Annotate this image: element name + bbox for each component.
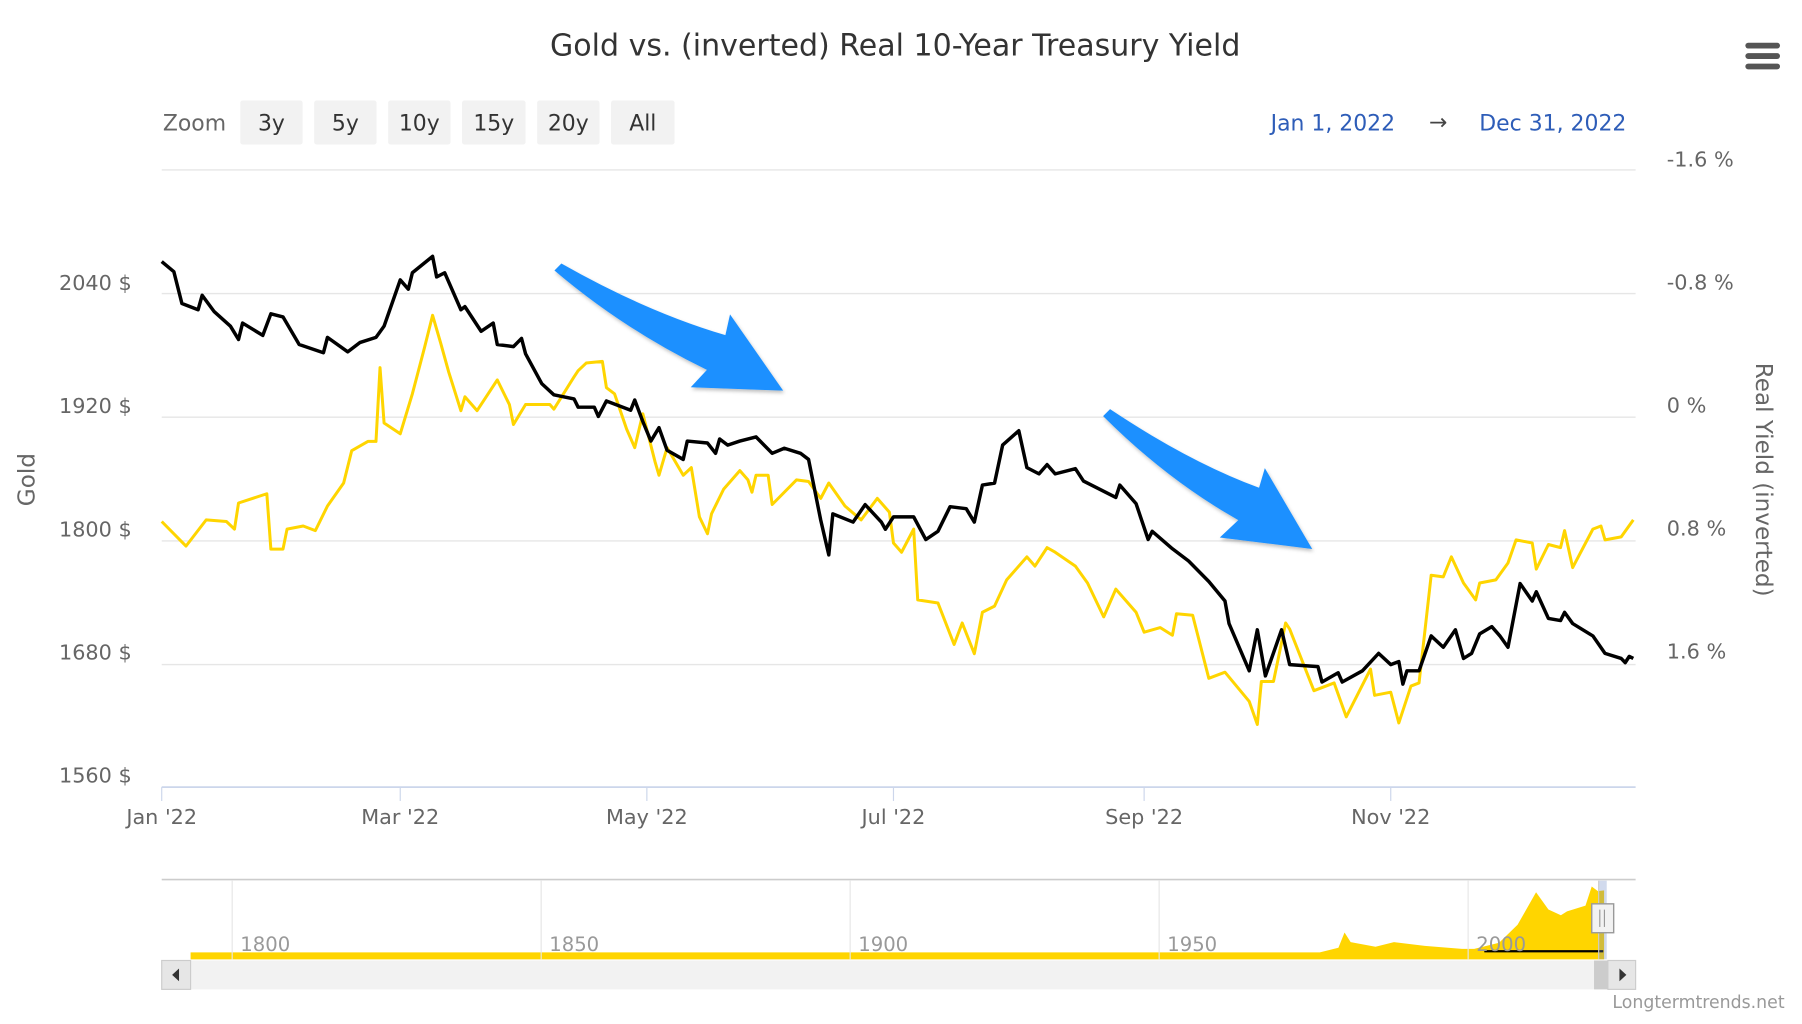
zoom-button-label: 10y xyxy=(399,112,440,137)
annotation-arrow-1 xyxy=(554,263,784,391)
zoom-button-label: 15y xyxy=(473,112,514,137)
menu-icon[interactable] xyxy=(1745,42,1781,70)
zoom-button-label: All xyxy=(629,112,656,137)
left-axis-tick-label: 1680 $ xyxy=(59,640,132,664)
zoom-button-20y[interactable]: 20y xyxy=(537,100,600,145)
x-tick-label: Sep '22 xyxy=(1105,805,1183,829)
navigator-tick-label: 1950 xyxy=(1167,933,1217,956)
right-axis-tick-label: -0.8 % xyxy=(1667,271,1734,295)
right-axis-tick-label: 1.6 % xyxy=(1667,640,1726,664)
x-tick-label: Mar '22 xyxy=(361,805,439,829)
zoom-button-label: 20y xyxy=(548,112,589,137)
scrollbar-thumb[interactable] xyxy=(1594,960,1608,990)
zoom-button-5y[interactable]: 5y xyxy=(314,100,377,145)
right-axis-title: Real Yield (inverted) xyxy=(1750,363,1776,597)
left-axis-tick-label: 2040 $ xyxy=(59,271,132,295)
scrollbar[interactable] xyxy=(161,959,1637,990)
chart-title: Gold vs. (inverted) Real 10-Year Treasur… xyxy=(550,28,1240,63)
zoom-label: Zoom xyxy=(163,112,226,137)
watermark: Longtermtrends.net xyxy=(1612,993,1784,1013)
zoom-button-10y[interactable]: 10y xyxy=(388,100,451,145)
scroll-left-button[interactable] xyxy=(161,959,192,990)
x-tick-label: Nov '22 xyxy=(1351,805,1430,829)
annotation-arrow-2 xyxy=(1103,409,1313,550)
zoom-button-3y[interactable]: 3y xyxy=(240,100,303,145)
scroll-right-button[interactable] xyxy=(1607,959,1637,990)
left-axis-tick-label: 1920 $ xyxy=(59,394,132,418)
zoom-button-label: 3y xyxy=(258,112,285,137)
right-axis-tick-label: 0 % xyxy=(1667,394,1707,418)
scrollbar-track[interactable] xyxy=(161,960,1636,990)
x-tick-label: Jan '22 xyxy=(124,805,197,829)
navigator-tick-label: 2000 xyxy=(1476,933,1526,956)
zoom-button-label: 5y xyxy=(332,112,359,137)
range-arrow: → xyxy=(1429,110,1447,135)
zoom-button-all[interactable]: All xyxy=(611,100,675,145)
caret-left-icon xyxy=(172,968,180,982)
right-axis-tick-label: -1.6 % xyxy=(1667,147,1734,171)
x-tick-label: May '22 xyxy=(606,805,688,829)
left-axis-tick-label: 1560 $ xyxy=(59,763,132,787)
range-to[interactable]: Dec 31, 2022 xyxy=(1479,112,1626,137)
left-axis-title: Gold xyxy=(15,453,41,506)
navigator-tick-label: 1800 xyxy=(240,933,290,956)
caret-right-icon xyxy=(1619,968,1627,982)
zoom-button-15y[interactable]: 15y xyxy=(462,100,526,145)
navigator-tick-label: 1850 xyxy=(549,933,599,956)
navigator-handle[interactable] xyxy=(1591,903,1615,934)
range-from[interactable]: Jan 1, 2022 xyxy=(1269,112,1395,137)
series-line-gold xyxy=(160,254,1635,686)
x-tick-label: Jul '22 xyxy=(860,805,926,829)
left-axis-tick-label: 1800 $ xyxy=(59,517,132,541)
right-axis-tick-label: 0.8 % xyxy=(1667,517,1726,541)
navigator-area xyxy=(190,886,1605,960)
navigator-tick-label: 1900 xyxy=(858,933,908,956)
series-line-real-yield xyxy=(160,313,1635,726)
